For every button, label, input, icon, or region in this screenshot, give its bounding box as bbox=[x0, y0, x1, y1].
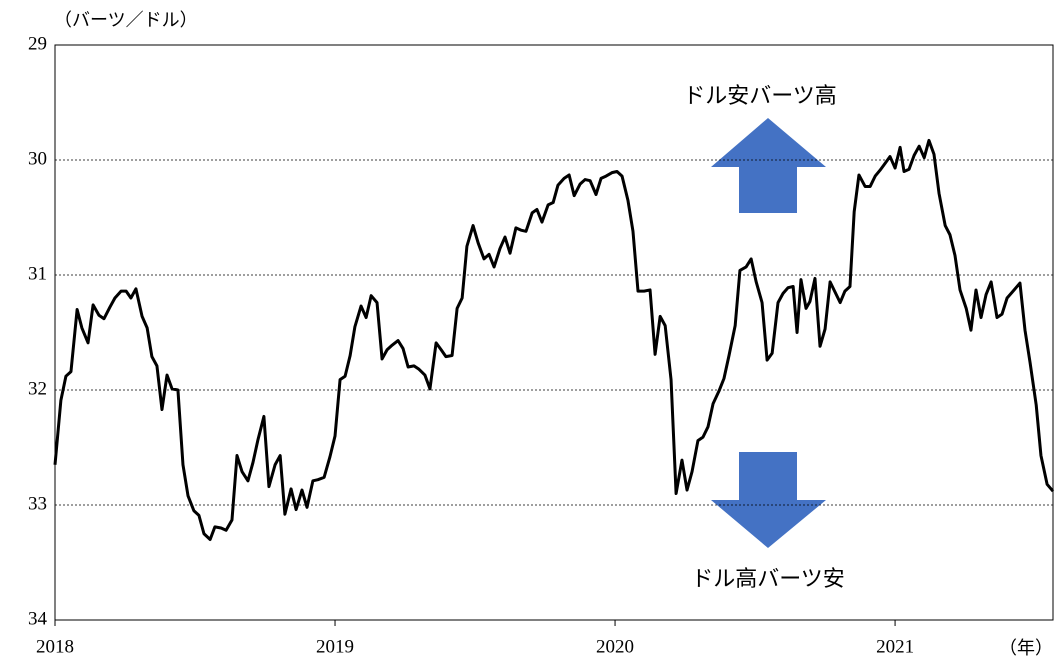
x-axis-label: （年） bbox=[999, 638, 1053, 658]
up-arrow bbox=[711, 118, 826, 213]
annotation: ドル安バーツ高 bbox=[683, 84, 837, 109]
y-tick-label: 34 bbox=[28, 608, 48, 629]
annotation: ドル高バーツ安 bbox=[691, 567, 845, 592]
x-tick-label: 2021 bbox=[876, 636, 914, 657]
down-arrow bbox=[711, 452, 826, 548]
plot-frame bbox=[54, 44, 1054, 621]
y-tick-label: 31 bbox=[28, 263, 47, 284]
y-axis-label: （バーツ／ドル） bbox=[54, 10, 198, 30]
y-tick-label: 29 bbox=[28, 33, 47, 54]
x-tick-label: 2019 bbox=[316, 636, 354, 657]
y-tick-label: 33 bbox=[28, 493, 47, 514]
y-tick-label: 30 bbox=[28, 148, 47, 169]
x-tick-label: 2018 bbox=[36, 636, 74, 657]
x-tick-label: 2020 bbox=[596, 636, 634, 657]
y-tick-label: 32 bbox=[28, 378, 47, 399]
data-line bbox=[53, 138, 1055, 541]
